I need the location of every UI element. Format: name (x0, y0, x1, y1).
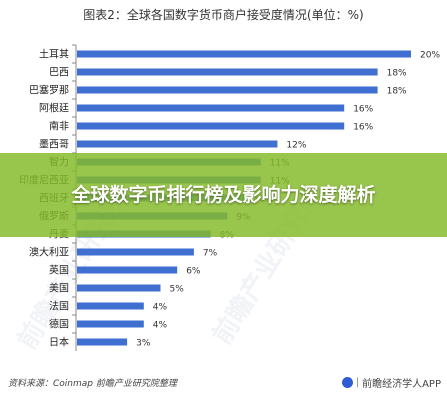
bar (77, 68, 378, 76)
brand-badge: | 前瞻经济学人APP (341, 375, 441, 390)
category-label: 土耳其 (39, 48, 69, 61)
chart-title: 图表2：全球各国数字货币商户接受度情况(单位：%) (83, 8, 364, 22)
category-label: 巴西 (49, 67, 69, 79)
bar (77, 320, 144, 328)
category-label: 巴塞罗那 (29, 84, 69, 97)
category-label: 美国 (49, 282, 69, 295)
bar (77, 338, 128, 346)
headline-text: 全球数字币排行榜及影响力深度解析 (71, 184, 376, 206)
bar (77, 104, 345, 112)
data-label: 5% (170, 285, 185, 295)
data-label: 4% (153, 303, 168, 313)
data-label: 7% (203, 249, 218, 259)
category-label: 德国 (49, 318, 69, 331)
data-label: 6% (186, 267, 201, 277)
category-label: 墨西哥 (39, 139, 69, 151)
category-label: 日本 (49, 336, 69, 349)
bar (77, 50, 411, 58)
data-label: 16% (353, 105, 373, 115)
bar (77, 122, 345, 130)
bar (77, 248, 194, 256)
category-label: 阿根廷 (39, 102, 69, 115)
brand-logo-icon (341, 377, 353, 388)
source-note: 资料来源：Coinmap 前瞻产业研究院整理 (8, 379, 177, 389)
category-label: 澳大利亚 (29, 246, 69, 259)
category-label: 英国 (49, 264, 69, 277)
data-label: 12% (286, 141, 306, 151)
bar (77, 302, 144, 310)
data-label: 16% (353, 123, 373, 133)
data-label: 3% (136, 339, 151, 349)
headline-banner[interactable]: 全球数字币排行榜及影响力深度解析 (0, 153, 447, 237)
category-label: 法国 (49, 300, 69, 313)
bar (77, 86, 378, 94)
data-label: 18% (387, 87, 407, 97)
brand-name: 前瞻经济学人APP (362, 379, 441, 390)
brand-separator: | (355, 377, 360, 388)
bar (77, 284, 161, 292)
bar (77, 140, 278, 148)
data-label: 20% (420, 51, 440, 61)
data-label: 4% (153, 321, 168, 331)
category-label: 南非 (49, 120, 69, 133)
data-label: 18% (387, 69, 407, 79)
bar (77, 266, 178, 274)
